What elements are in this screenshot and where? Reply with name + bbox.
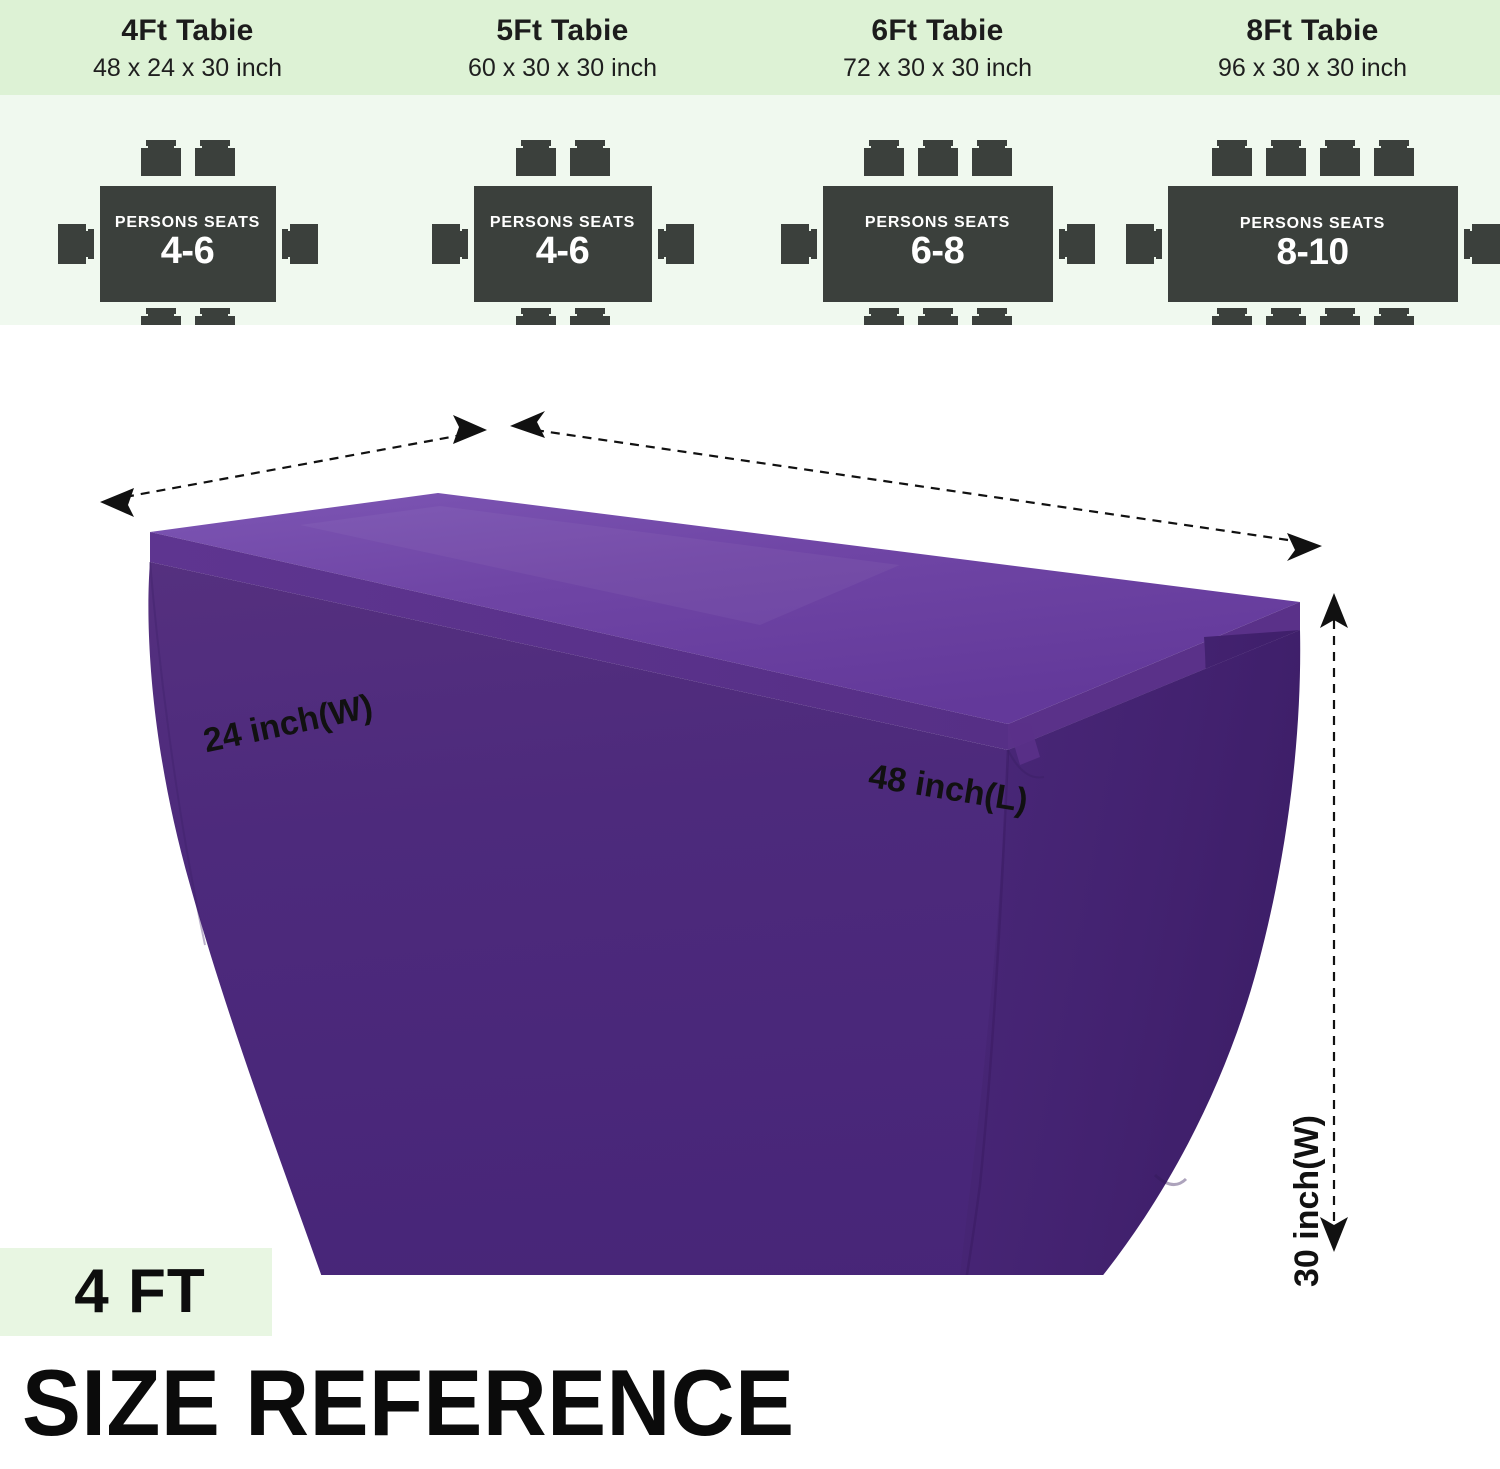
corner-fold-detail	[1008, 723, 1040, 765]
size-chart-column-4ft: 4Ft Tabie 48 x 24 x 30 inch PERSONS SEAT…	[0, 0, 375, 344]
table-plate-6ft: PERSONS SEATS 6-8	[822, 186, 1053, 302]
band-top-strip	[0, 0, 1500, 95]
arrowhead-width-right	[453, 415, 487, 444]
table-plate-4ft: PERSONS SEATS 4-6	[99, 186, 276, 302]
chair-icon	[515, 140, 556, 180]
column-title-5ft: 5Ft Tabie	[496, 14, 629, 47]
chair-row-middle: PERSONS SEATS 6-8	[777, 186, 1099, 302]
column-dimensions-6ft: 72 x 30 x 30 inch	[842, 53, 1032, 82]
seating-diagram-8ft: PERSONS SEATS 8-10	[1122, 140, 1500, 348]
footer: 4 FT SIZE REFERENCE	[0, 1248, 1500, 1469]
size-chart-column-8ft: 8Ft Tabie 96 x 30 x 30 inch PERSONS SEAT…	[1125, 0, 1500, 344]
dimension-line-length	[534, 428, 1296, 543]
table-top-edge-front	[150, 532, 1008, 750]
chair-icon	[657, 224, 698, 264]
product-image-area: 24 inch(W) 48 inch(L) 30 inch(W)	[0, 325, 1500, 1287]
chair-icon	[863, 140, 904, 180]
column-dimensions-8ft: 96 x 30 x 30 inch	[1217, 53, 1407, 82]
chair-icon	[971, 140, 1012, 180]
chair-icon	[569, 140, 610, 180]
persons-seats-count: 4-6	[535, 230, 590, 273]
arrowhead-width-left	[100, 488, 134, 517]
left-seam-line	[149, 561, 206, 946]
chair-icon	[1463, 224, 1500, 264]
chair-row-top	[134, 140, 242, 180]
column-dimensions-4ft: 48 x 24 x 30 inch	[92, 53, 282, 82]
corner-seam-line	[965, 749, 1010, 1275]
chair-icon	[54, 224, 94, 264]
chair-icon	[194, 140, 235, 180]
arrowhead-length-right	[1287, 533, 1322, 561]
chair-icon	[917, 140, 958, 180]
ft-size-badge: 4 FT	[0, 1248, 272, 1336]
size-chart-band: 4Ft Tabie 48 x 24 x 30 inch PERSONS SEAT…	[0, 0, 1500, 344]
size-chart-columns: 4Ft Tabie 48 x 24 x 30 inch PERSONS SEAT…	[0, 0, 1500, 344]
chair-icon	[428, 224, 468, 264]
persons-seats-label: PERSONS SEATS	[114, 214, 261, 232]
chair-icon	[1373, 140, 1414, 180]
top-surface-sheen	[300, 506, 900, 625]
chair-row-top	[509, 140, 617, 180]
chair-row-top	[857, 140, 1019, 180]
column-title-4ft: 4Ft Tabie	[121, 14, 254, 47]
chair-row-top	[1205, 140, 1421, 180]
chair-row-middle: PERSONS SEATS 4-6	[428, 186, 698, 302]
persons-seats-count: 8-10	[1276, 230, 1349, 272]
arrowhead-height-bottom	[1320, 1217, 1348, 1252]
column-title-6ft: 6Ft Tabie	[871, 14, 1004, 47]
chair-row-middle: PERSONS SEATS 8-10	[1122, 186, 1500, 302]
chair-icon	[1265, 140, 1306, 180]
size-reference-title: SIZE REFERENCE	[22, 1350, 795, 1455]
table-plate-5ft: PERSONS SEATS 4-6	[473, 186, 652, 302]
chair-icon	[140, 140, 181, 180]
persons-seats-label: PERSONS SEATS	[1239, 214, 1386, 232]
chair-icon	[1211, 140, 1252, 180]
chair-icon	[1058, 224, 1099, 264]
column-title-8ft: 8Ft Tabie	[1246, 14, 1379, 47]
size-chart-column-6ft: 6Ft Tabie 72 x 30 x 30 inch PERSONS SEAT…	[750, 0, 1125, 344]
chair-icon	[1319, 140, 1360, 180]
hem-pleat-side	[1153, 1173, 1188, 1186]
table-cover-right-drape	[960, 630, 1301, 1275]
persons-seats-label: PERSONS SEATS	[489, 214, 636, 232]
chair-icon	[281, 224, 322, 264]
dimension-line-width	[124, 433, 463, 499]
chair-row-middle: PERSONS SEATS 4-6	[54, 186, 322, 302]
size-chart-column-5ft: 5Ft Tabie 60 x 30 x 30 inch PERSONS SEAT…	[375, 0, 750, 344]
table-cover-front-panel	[148, 562, 1008, 1275]
table-top-surface	[150, 493, 1300, 724]
chair-icon	[777, 224, 817, 264]
seating-diagram-6ft: PERSONS SEATS 6-8	[777, 140, 1099, 348]
chair-icon	[1122, 224, 1162, 264]
seating-diagram-4ft: PERSONS SEATS 4-6	[54, 140, 322, 348]
persons-seats-label: PERSONS SEATS	[864, 214, 1011, 232]
corner-fold-crease	[1007, 749, 1045, 779]
persons-seats-count: 6-8	[910, 230, 965, 273]
table-cover-illustration	[100, 411, 1348, 1275]
arrowhead-height-top	[1320, 593, 1348, 628]
seating-diagram-5ft: PERSONS SEATS 4-6	[428, 140, 698, 348]
table-plate-8ft: PERSONS SEATS 8-10	[1167, 186, 1458, 302]
persons-seats-count: 4-6	[160, 230, 215, 273]
arrowhead-length-left	[510, 411, 545, 438]
column-dimensions-5ft: 60 x 30 x 30 inch	[467, 53, 657, 82]
ft-size-badge-label: 4 FT	[74, 1257, 206, 1326]
